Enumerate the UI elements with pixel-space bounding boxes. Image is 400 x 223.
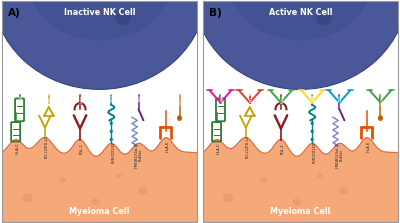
Text: PVR/CD155: PVR/CD155	[312, 142, 316, 163]
Ellipse shape	[116, 173, 122, 178]
Text: PD-1: PD-1	[49, 92, 53, 102]
Text: HMGB1/Gal-9/
PtdSer: HMGB1/Gal-9/ PtdSer	[336, 142, 344, 168]
Ellipse shape	[231, 0, 370, 40]
Text: FGL-1: FGL-1	[80, 143, 84, 154]
Text: HLA-E: HLA-E	[166, 141, 170, 152]
Ellipse shape	[193, 0, 400, 89]
Text: FGL-1: FGL-1	[281, 143, 285, 154]
Ellipse shape	[115, 12, 131, 25]
Text: KIR: KIR	[220, 94, 224, 101]
Ellipse shape	[339, 187, 348, 195]
Text: PD-1: PD-1	[250, 92, 254, 102]
Ellipse shape	[292, 198, 301, 206]
Text: HLA-C: HLA-C	[16, 142, 20, 154]
Text: PD-L1/PD-L2: PD-L1/PD-L2	[45, 135, 49, 158]
Text: Inactive NK Cell: Inactive NK Cell	[64, 8, 135, 17]
Text: Lag-3: Lag-3	[80, 91, 84, 103]
Ellipse shape	[311, 130, 314, 133]
Ellipse shape	[138, 187, 147, 195]
Ellipse shape	[0, 0, 207, 89]
Ellipse shape	[223, 193, 234, 202]
Text: PD-L1/PD-L2: PD-L1/PD-L2	[246, 135, 250, 158]
Polygon shape	[2, 138, 197, 222]
Text: HLA-C: HLA-C	[216, 142, 220, 154]
Text: TIGIT: TIGIT	[111, 92, 115, 103]
Text: B): B)	[209, 8, 222, 18]
Text: HMGB1/Gal-9/
PtdSer: HMGB1/Gal-9/ PtdSer	[135, 142, 143, 168]
Text: KIR: KIR	[20, 94, 24, 101]
Ellipse shape	[317, 173, 323, 178]
Text: A): A)	[8, 8, 21, 18]
Ellipse shape	[22, 193, 33, 202]
Ellipse shape	[110, 138, 113, 141]
Text: NKG2A: NKG2A	[180, 90, 184, 105]
Ellipse shape	[30, 0, 169, 40]
Text: Active NK Cell: Active NK Cell	[269, 8, 332, 17]
Text: Myeloma Cell: Myeloma Cell	[270, 207, 331, 216]
Polygon shape	[203, 138, 398, 222]
Text: HLA-E: HLA-E	[367, 141, 371, 152]
Text: TIM-3: TIM-3	[138, 91, 142, 103]
Ellipse shape	[59, 177, 66, 183]
Ellipse shape	[91, 198, 100, 206]
Text: TIM-3: TIM-3	[340, 91, 344, 103]
Text: Lag-3: Lag-3	[281, 91, 285, 103]
Ellipse shape	[316, 12, 332, 25]
Text: NKG2A: NKG2A	[380, 90, 384, 105]
Text: TIGIT: TIGIT	[312, 92, 316, 103]
Ellipse shape	[378, 115, 383, 121]
Text: PVR/CD155: PVR/CD155	[111, 142, 115, 163]
Text: Myeloma Cell: Myeloma Cell	[69, 207, 130, 216]
Ellipse shape	[110, 130, 113, 133]
Ellipse shape	[110, 122, 113, 125]
Ellipse shape	[177, 115, 182, 121]
Ellipse shape	[260, 177, 267, 183]
Ellipse shape	[311, 138, 314, 141]
Ellipse shape	[311, 122, 314, 125]
